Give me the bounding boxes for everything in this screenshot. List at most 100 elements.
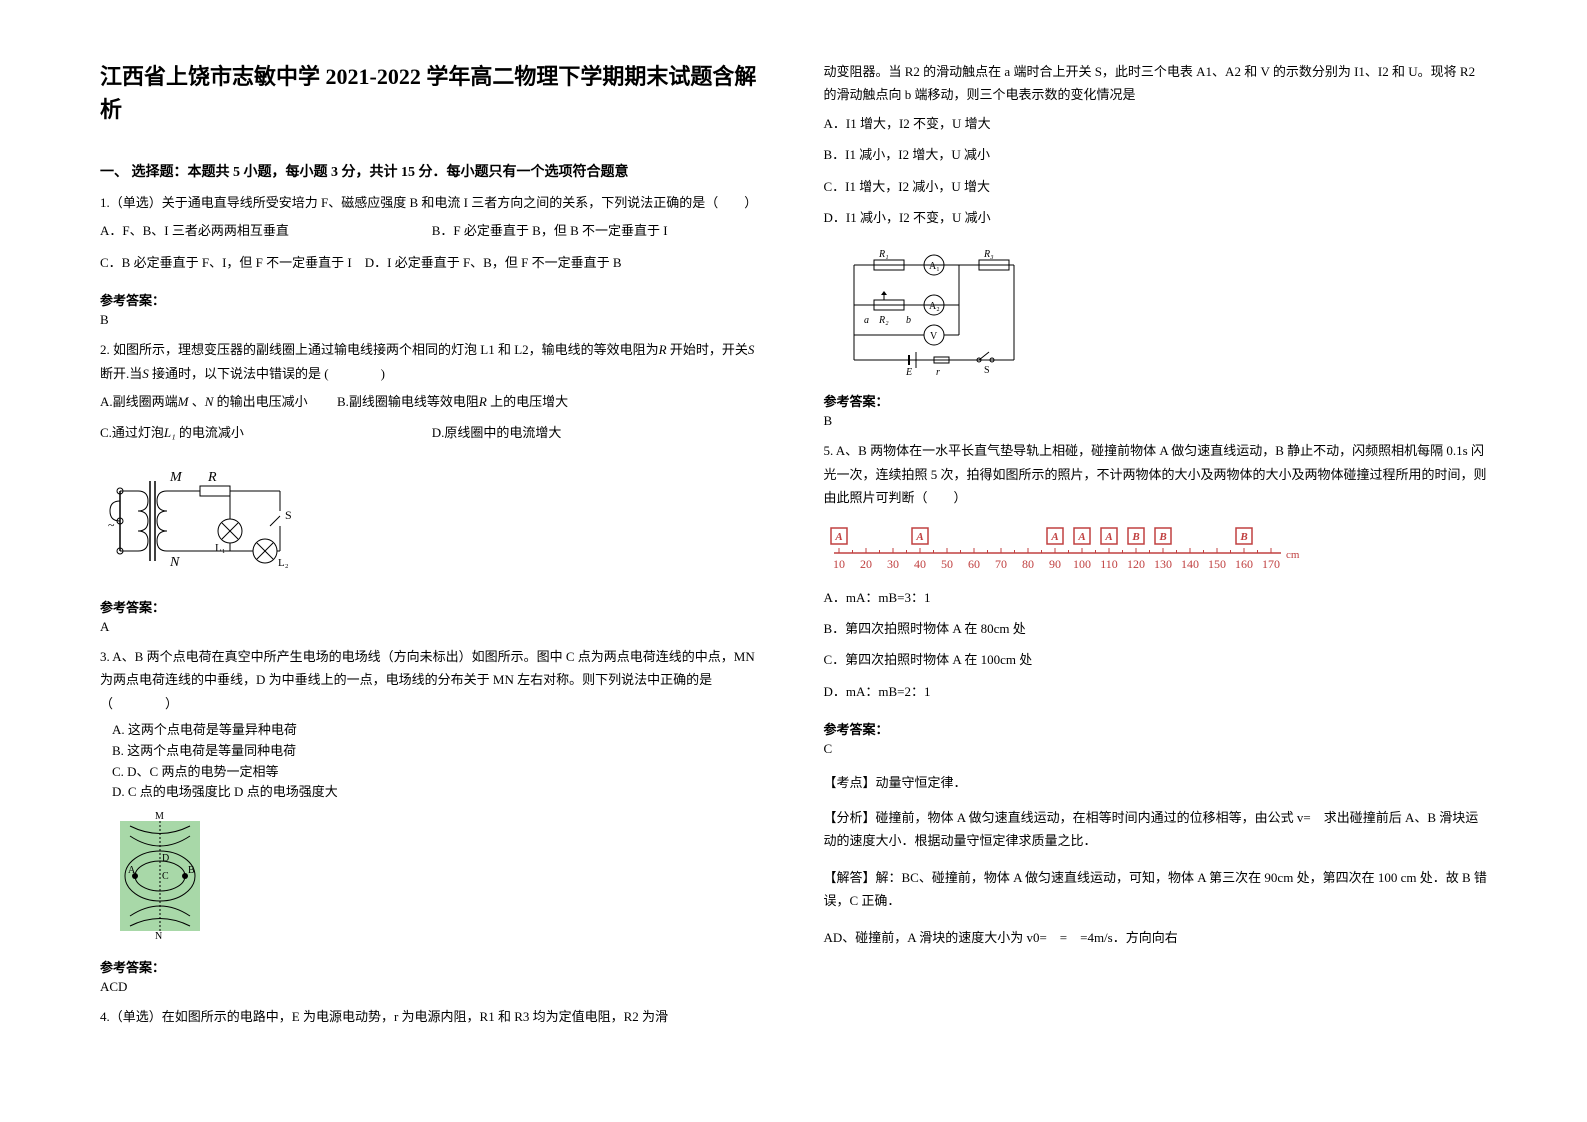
q3-optD: D. C 点的电场强度比 D 点的电场强度大 bbox=[112, 782, 764, 803]
svg-text:140: 140 bbox=[1181, 557, 1199, 571]
q1-optA: A．F、B、I 三者必两两相互垂直 bbox=[100, 219, 432, 242]
svg-text:R₁: R₁ bbox=[878, 249, 889, 260]
q1-optC: C．B 必定垂直于 F、I，但 F 不一定垂直于 I bbox=[100, 255, 352, 270]
q3-diagram: M A B C D N bbox=[100, 811, 764, 941]
q2-optA-p2: 、 bbox=[192, 394, 205, 409]
answer-label-5: 参考答案： bbox=[824, 719, 1488, 738]
q2-stem: 2. 如图所示，理想变压器的副线圈上通过输电线接两个相同的灯泡 L1 和 L2，… bbox=[100, 338, 764, 385]
q5-optC: C．第四次拍照时物体 A 在 100cm 处 bbox=[824, 648, 1488, 671]
svg-text:110: 110 bbox=[1100, 557, 1118, 571]
svg-text:M: M bbox=[169, 470, 183, 485]
svg-text:B: B bbox=[1131, 531, 1139, 543]
q2-optB-p1: B.副线圈输电线等效电阻 bbox=[337, 394, 479, 409]
q1-optB: B．F 必定垂直于 B，但 B 不一定垂直于 I bbox=[432, 219, 764, 242]
q4-answer: B bbox=[824, 413, 1488, 429]
q5-ruler-diagram: 10 20 30 40 50 60 70 80 90 100 110 120 130 140 150 160 1… bbox=[824, 523, 1488, 578]
svg-text:~: ~ bbox=[108, 518, 115, 532]
q3-options: A. 这两个点电荷是等量异种电荷 B. 这两个点电荷是等量同种电荷 C. D、C… bbox=[112, 720, 764, 803]
q4-optD: D．I1 减小，I2 不变，U 减小 bbox=[824, 206, 1488, 229]
svg-text:50: 50 bbox=[941, 557, 953, 571]
svg-text:R₃: R₃ bbox=[983, 249, 994, 260]
q5-topic: 【考点】动量守恒定律． bbox=[824, 772, 1488, 791]
q4-stem-p2: 动变阻器。当 R2 的滑动触点在 a 端时合上开关 S，此时三个电表 A1、A2… bbox=[824, 60, 1488, 107]
svg-text:R₂: R₂ bbox=[878, 315, 889, 326]
q4-optA: A．I1 增大，I2 不变，U 增大 bbox=[824, 112, 1488, 135]
q1-stem: 1.（单选）关于通电直导线所受安培力 F、磁感应强度 B 和电流 I 三者方向之… bbox=[100, 191, 764, 214]
q1-answer: B bbox=[100, 312, 764, 328]
svg-text:100: 100 bbox=[1073, 557, 1091, 571]
svg-text:60: 60 bbox=[968, 557, 980, 571]
svg-text:B: B bbox=[188, 865, 195, 876]
q5-solution-p1: 【解答】解：BC、碰撞前，物体 A 做匀速直线运动，可知，物体 A 第三次在 9… bbox=[824, 866, 1488, 913]
svg-text:A: A bbox=[1050, 531, 1058, 543]
svg-text:A: A bbox=[128, 865, 136, 876]
q2-answer: A bbox=[100, 619, 764, 635]
q2-diagram: ~ M N R S L₁ L₂ bbox=[100, 461, 764, 581]
q2-optsCD: C.通过灯泡L₁ 的电流减小 D.原线圈中的电流增大 bbox=[100, 421, 764, 444]
svg-text:E: E bbox=[905, 367, 912, 375]
svg-text:10: 10 bbox=[833, 557, 845, 571]
svg-text:S: S bbox=[285, 508, 292, 522]
svg-text:130: 130 bbox=[1154, 557, 1172, 571]
svg-text:120: 120 bbox=[1127, 557, 1145, 571]
q5-analysis: 【分析】碰撞前，物体 A 做匀速直线运动，在相等时间内通过的位移相等，由公式 v… bbox=[824, 806, 1488, 853]
q5-answer: C bbox=[824, 741, 1488, 757]
svg-text:b: b bbox=[906, 315, 911, 326]
svg-text:80: 80 bbox=[1022, 557, 1034, 571]
svg-text:70: 70 bbox=[995, 557, 1007, 571]
q4-diagram: R₁ A₁ R₃ a b R₂ A₂ V bbox=[824, 245, 1488, 375]
q2-optsAB: A.副线圈两端M 、N 的输出电压减小 B.副线圈输电线等效电阻R 上的电压增大 bbox=[100, 390, 764, 413]
svg-text:A: A bbox=[1077, 531, 1085, 543]
q2-stem-p4: 接通时，以下说法中错误的是 ( ) bbox=[152, 366, 385, 381]
svg-text:N: N bbox=[155, 931, 162, 941]
svg-text:160: 160 bbox=[1235, 557, 1253, 571]
q2-stem-p1: 2. 如图所示，理想变压器的副线圈上通过输电线接两个相同的灯泡 L1 和 L2，… bbox=[100, 342, 659, 357]
q3-optC: C. D、C 两点的电势一定相等 bbox=[112, 762, 764, 783]
svg-text:L₂: L₂ bbox=[278, 557, 289, 569]
q2-optC-p1: C.通过灯泡 bbox=[100, 425, 164, 440]
q2-stem-p3: 断开.当 bbox=[100, 366, 142, 381]
q2-optB-p2: 上的电压增大 bbox=[490, 394, 568, 409]
answer-label-2: 参考答案： bbox=[100, 597, 764, 616]
svg-text:A: A bbox=[915, 531, 923, 543]
svg-text:D: D bbox=[162, 853, 169, 864]
q2-optD: D.原线圈中的电流增大 bbox=[432, 421, 764, 444]
section-header: 一、 选择题：本题共 5 小题，每小题 3 分，共计 15 分．每小题只有一个选… bbox=[100, 161, 764, 181]
svg-text:30: 30 bbox=[887, 557, 899, 571]
q1-optD: D．I 必定垂直于 F、B，但 F 不一定垂直于 B bbox=[365, 255, 622, 270]
svg-text:B: B bbox=[1239, 531, 1247, 543]
q4-optC: C．I1 增大，I2 减小，U 增大 bbox=[824, 175, 1488, 198]
svg-text:A: A bbox=[1104, 531, 1112, 543]
svg-text:20: 20 bbox=[860, 557, 872, 571]
q2-optC: C.通过灯泡L₁ 的电流减小 bbox=[100, 421, 432, 444]
q3-stem: 3. A、B 两个点电荷在真空中所产生电场的电场线（方向未标出）如图所示。图中 … bbox=[100, 645, 764, 715]
q2-optA-p3: 的输出电压减小 bbox=[217, 394, 308, 409]
q5-solution-p2: AD、碰撞前，A 滑块的速度大小为 v0= = =4m/s．方向向右 bbox=[824, 926, 1488, 949]
svg-text:L₁: L₁ bbox=[215, 542, 226, 554]
q5-analysis-text: 【分析】碰撞前，物体 A 做匀速直线运动，在相等时间内通过的位移相等，由公式 v… bbox=[824, 810, 1479, 848]
svg-text:A: A bbox=[834, 531, 842, 543]
q5-optB: B．第四次拍照时物体 A 在 80cm 处 bbox=[824, 617, 1488, 640]
svg-text:a: a bbox=[864, 315, 869, 326]
answer-label-4: 参考答案： bbox=[824, 391, 1488, 410]
right-column: 动变阻器。当 R2 的滑动触点在 a 端时合上开关 S，此时三个电表 A1、A2… bbox=[824, 60, 1488, 1062]
svg-text:170: 170 bbox=[1262, 557, 1280, 571]
q1-optCD: C．B 必定垂直于 F、I，但 F 不一定垂直于 I D．I 必定垂直于 F、B… bbox=[100, 251, 764, 274]
document-title: 江西省上饶市志敏中学 2021-2022 学年高二物理下学期期末试题含解析 bbox=[100, 60, 764, 126]
svg-text:r: r bbox=[936, 367, 940, 375]
q4-stem-p1: 4.（单选）在如图所示的电路中，E 为电源电动势，r 为电源内阻，R1 和 R3… bbox=[100, 1005, 764, 1028]
q2-stem-p2: 开始时，开关 bbox=[670, 342, 748, 357]
svg-text:90: 90 bbox=[1049, 557, 1061, 571]
svg-text:40: 40 bbox=[914, 557, 926, 571]
svg-text:N: N bbox=[169, 555, 180, 570]
q1-options-row1: A．F、B、I 三者必两两相互垂直 B．F 必定垂直于 B，但 B 不一定垂直于… bbox=[100, 219, 764, 242]
q3-optA: A. 这两个点电荷是等量异种电荷 bbox=[112, 720, 764, 741]
q2-optC-p2: 的电流减小 bbox=[179, 425, 244, 440]
svg-text:A₂: A₂ bbox=[929, 301, 940, 312]
svg-text:A₁: A₁ bbox=[929, 261, 940, 272]
answer-label: 参考答案： bbox=[100, 290, 764, 309]
svg-text:150: 150 bbox=[1208, 557, 1226, 571]
q3-optB: B. 这两个点电荷是等量同种电荷 bbox=[112, 741, 764, 762]
q5-stem: 5. A、B 两物体在一水平长直气垫导轨上相碰，碰撞前物体 A 做匀速直线运动，… bbox=[824, 439, 1488, 509]
q3-answer: ACD bbox=[100, 979, 764, 995]
